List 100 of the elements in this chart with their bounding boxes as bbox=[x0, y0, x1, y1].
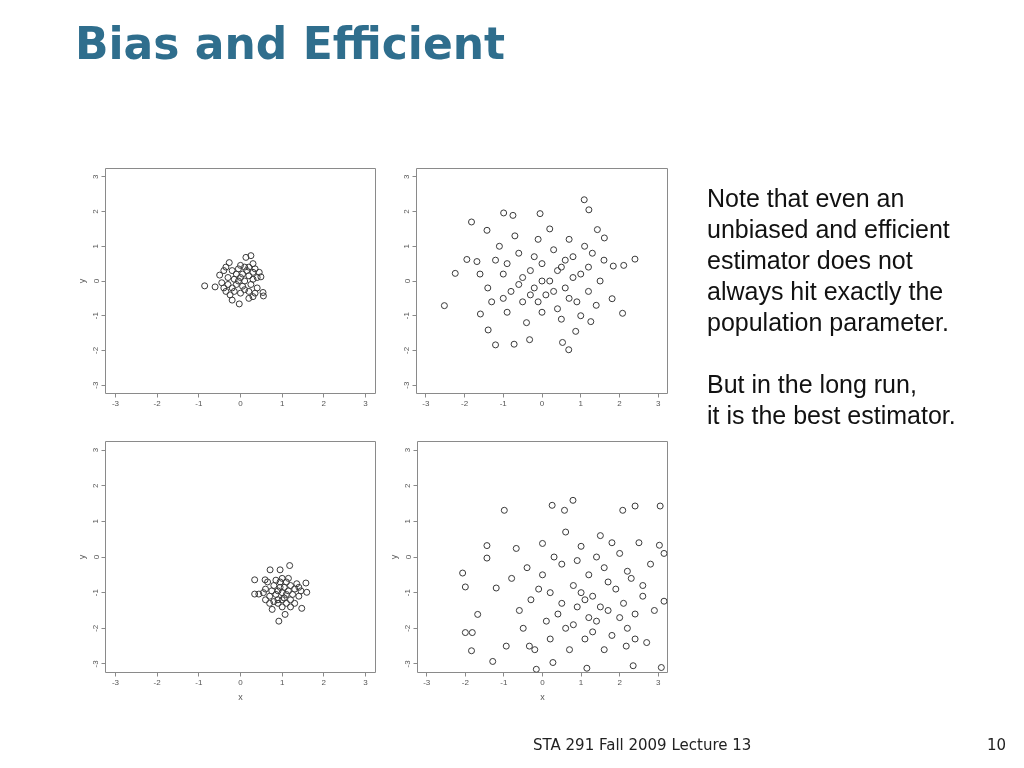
x-tick-label: 2 bbox=[321, 677, 327, 687]
point bbox=[249, 275, 257, 283]
point bbox=[295, 583, 303, 591]
point bbox=[272, 576, 280, 584]
x-tick-label: 3 bbox=[655, 398, 661, 408]
y-tick-label: 1 bbox=[91, 243, 101, 249]
point bbox=[242, 253, 250, 261]
point bbox=[262, 585, 269, 593]
point bbox=[218, 279, 226, 287]
point bbox=[262, 596, 269, 604]
point bbox=[241, 263, 249, 271]
x-tick-label: 0 bbox=[539, 398, 545, 408]
point bbox=[237, 274, 244, 282]
point bbox=[241, 277, 249, 285]
x-tick-label: 3 bbox=[363, 677, 369, 687]
y-tick-label: -2 bbox=[403, 624, 413, 632]
x-tick-label: 0 bbox=[238, 677, 244, 687]
point bbox=[216, 271, 224, 279]
x-tick-label: 0 bbox=[238, 398, 244, 408]
point bbox=[274, 599, 282, 607]
point bbox=[276, 578, 284, 586]
x-tick-label: 2 bbox=[321, 398, 327, 408]
x-tick-label: -2 bbox=[460, 398, 469, 408]
point bbox=[276, 566, 284, 574]
point bbox=[230, 287, 238, 295]
point bbox=[259, 288, 267, 296]
point bbox=[259, 589, 267, 597]
text: But in the long run, it is the best estimator. bbox=[707, 370, 956, 429]
y-tick-label: -1 bbox=[402, 311, 412, 320]
point bbox=[266, 599, 274, 607]
point bbox=[232, 280, 240, 288]
point bbox=[264, 578, 272, 586]
y-tick-label: 0 bbox=[402, 278, 412, 284]
point bbox=[245, 263, 253, 271]
point bbox=[239, 270, 247, 278]
y-tick-label: 1 bbox=[402, 243, 412, 249]
point bbox=[257, 273, 265, 281]
point bbox=[282, 578, 290, 586]
point bbox=[249, 268, 257, 276]
point bbox=[266, 566, 274, 574]
point bbox=[255, 268, 263, 276]
y-tick-label: -1 bbox=[403, 588, 413, 597]
point bbox=[281, 610, 289, 618]
y-tick-label: -2 bbox=[91, 624, 101, 632]
point bbox=[251, 590, 259, 598]
point bbox=[245, 287, 253, 295]
point bbox=[282, 590, 290, 598]
point bbox=[278, 589, 286, 597]
x-tick-label: 1 bbox=[279, 677, 285, 687]
point bbox=[261, 576, 269, 584]
point bbox=[224, 274, 232, 282]
point bbox=[287, 596, 294, 604]
point bbox=[230, 275, 238, 283]
y-tick-label: -2 bbox=[402, 346, 412, 354]
x-tick-label: -2 bbox=[153, 398, 162, 408]
point bbox=[289, 590, 297, 598]
x-tick-label: 3 bbox=[363, 398, 369, 408]
point bbox=[241, 286, 249, 294]
point bbox=[259, 292, 267, 300]
y-tick-label: 0 bbox=[403, 554, 413, 560]
x-tick-label: -2 bbox=[461, 677, 470, 687]
x-tick-label: -3 bbox=[111, 398, 120, 408]
text: STA 291 Fall 2009 Lecture 13 bbox=[533, 735, 752, 756]
point bbox=[284, 587, 292, 595]
x-tick-label: 0 bbox=[540, 677, 546, 687]
y-tick-label: 2 bbox=[402, 208, 412, 214]
point bbox=[268, 605, 276, 613]
point bbox=[287, 603, 294, 611]
point bbox=[280, 583, 288, 591]
point bbox=[228, 296, 236, 304]
y-tick-label: 3 bbox=[402, 174, 412, 180]
point bbox=[302, 579, 310, 587]
point bbox=[278, 574, 286, 582]
y-tick-label: 3 bbox=[91, 447, 101, 453]
point bbox=[237, 289, 244, 297]
point bbox=[274, 587, 282, 595]
y-axis-title: y bbox=[76, 554, 87, 560]
point bbox=[234, 265, 242, 273]
y-tick-label: -3 bbox=[403, 659, 413, 668]
point bbox=[224, 280, 232, 288]
point bbox=[226, 291, 234, 299]
y-tick-label: 1 bbox=[403, 518, 413, 524]
x-tick-label: -3 bbox=[111, 677, 120, 687]
point bbox=[274, 596, 282, 604]
point bbox=[253, 284, 261, 292]
point bbox=[201, 282, 209, 290]
point bbox=[284, 574, 292, 582]
point bbox=[276, 583, 284, 591]
x-tick-label: -3 bbox=[423, 677, 431, 687]
point bbox=[220, 284, 228, 292]
point bbox=[275, 617, 283, 625]
x-tick-label: 1 bbox=[279, 398, 285, 408]
point bbox=[247, 280, 255, 288]
point bbox=[266, 592, 274, 600]
point bbox=[297, 587, 305, 595]
x-tick-label: -2 bbox=[153, 677, 162, 687]
x-tick-label: -1 bbox=[499, 398, 508, 408]
point bbox=[272, 590, 280, 598]
y-tick-label: -3 bbox=[91, 659, 101, 668]
y-tick-label: 2 bbox=[403, 482, 413, 488]
